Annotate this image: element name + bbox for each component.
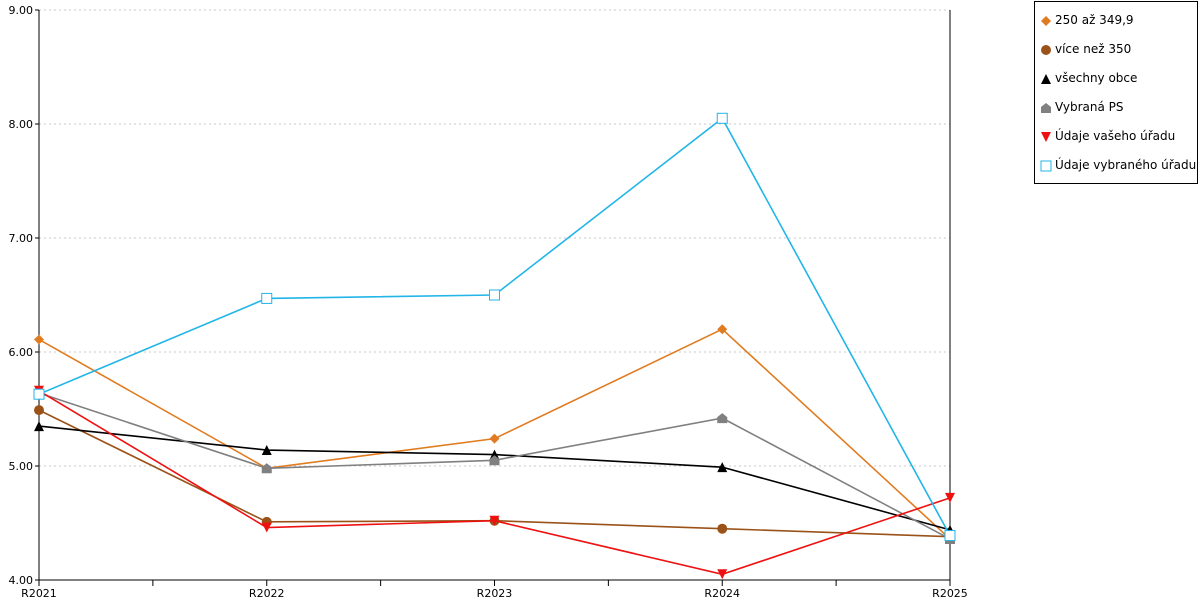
legend-label: Vybraná PS <box>1055 100 1124 114</box>
data-point <box>489 455 500 466</box>
legend-marker-icon <box>1041 74 1051 84</box>
series-line <box>38 390 951 576</box>
data-point <box>944 530 956 542</box>
x-tick-label: R2023 <box>477 587 513 600</box>
data-point <box>261 445 272 456</box>
legend-label: Údaje vybraného úřadu <box>1055 158 1197 172</box>
legend-label: všechny obce <box>1055 71 1138 85</box>
legend-marker <box>1041 74 1051 84</box>
data-point <box>717 523 728 534</box>
legend-marker <box>1041 103 1051 113</box>
data-point <box>717 324 728 335</box>
legend-marker <box>1041 132 1051 142</box>
series-3 <box>34 421 955 535</box>
tick-labels: 4.00 5.00 6.00 7.00 8.00 9.00 R2021 R2022 R2023 R… <box>9 4 968 600</box>
legend-item: Údaje vybraného úřadu <box>1035 156 1197 176</box>
legend-item: více než 350 <box>1035 40 1197 60</box>
x-tick-label: R2024 <box>704 587 740 600</box>
data-point <box>34 405 44 416</box>
legend-label: Údaje vašeho úřadu <box>1055 129 1176 143</box>
legend-marker-icon <box>1041 103 1051 113</box>
legend-item: Údaje vašeho úřadu <box>1035 127 1197 147</box>
series-lines <box>33 112 956 580</box>
data-point <box>261 292 273 304</box>
legend-marker-icon <box>1040 160 1052 172</box>
legend-label: více než 350 <box>1055 42 1132 56</box>
legend-marker-icon <box>1041 45 1051 55</box>
data-point <box>717 569 728 580</box>
legend-item: všechny obce <box>1035 69 1197 89</box>
y-tick-label: 8.00 <box>9 118 34 131</box>
series-1 <box>34 324 955 544</box>
x-tick-label: R2022 <box>249 587 285 600</box>
data-point <box>717 413 728 424</box>
legend-marker <box>1041 16 1051 26</box>
data-point <box>489 433 500 444</box>
legend-label: 250 až 349,9 <box>1055 13 1134 27</box>
legend-item: 250 až 349,9 <box>1035 11 1197 31</box>
y-tick-label: 6.00 <box>9 346 34 359</box>
y-tick-label: 9.00 <box>9 4 34 17</box>
data-point <box>261 463 272 474</box>
legend-marker <box>1041 45 1051 55</box>
data-point <box>716 112 728 124</box>
legend-marker-icon <box>1041 132 1051 142</box>
y-tick-label: 7.00 <box>9 232 34 245</box>
chart-legend: 250 až 349,9 více než 350 všechny obce Vybr… <box>1034 1 1198 184</box>
data-point <box>717 462 728 473</box>
y-tick-label: 5.00 <box>9 460 34 473</box>
data-point <box>489 449 500 460</box>
data-point <box>261 522 272 533</box>
data-point <box>489 515 500 526</box>
y-tick-label: 4.00 <box>9 574 34 587</box>
series-5 <box>34 385 955 580</box>
data-point <box>33 388 45 400</box>
data-point <box>34 334 44 345</box>
axes <box>35 9 951 586</box>
legend-marker <box>1040 160 1052 172</box>
x-tick-label: R2021 <box>21 587 57 600</box>
data-point <box>489 289 500 301</box>
legend-marker-icon <box>1041 16 1051 26</box>
x-tick-label: R2025 <box>932 587 968 600</box>
data-point <box>945 492 955 503</box>
data-point <box>34 421 44 432</box>
series-6 <box>33 112 956 542</box>
grid-lines <box>39 9 950 467</box>
line-chart: 4.00 5.00 6.00 7.00 8.00 9.00 R2021 R2022 R2023 R… <box>9 4 968 600</box>
legend-item: Vybraná PS <box>1035 98 1197 118</box>
